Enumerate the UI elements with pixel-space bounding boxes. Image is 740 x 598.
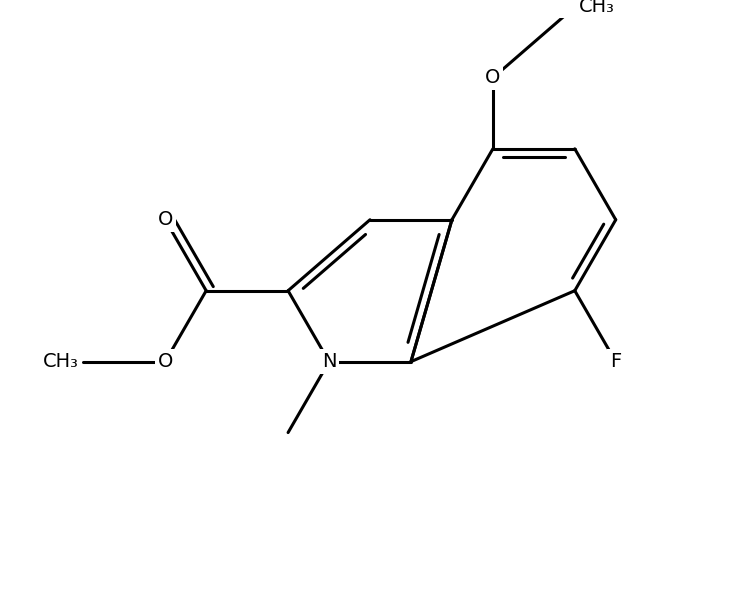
Text: N: N (322, 352, 336, 371)
Text: F: F (610, 352, 622, 371)
Text: O: O (485, 68, 500, 87)
Text: CH₃: CH₃ (44, 352, 79, 371)
Text: O: O (158, 352, 173, 371)
Text: CH₃: CH₃ (579, 0, 615, 16)
Text: O: O (158, 210, 173, 229)
